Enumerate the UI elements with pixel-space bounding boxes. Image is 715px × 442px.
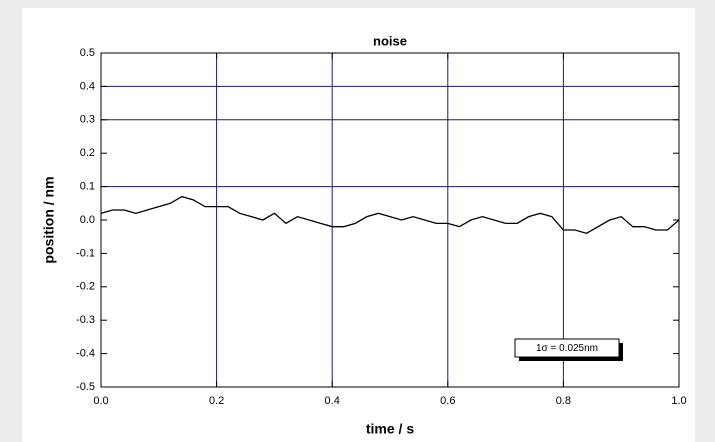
chart-title: noise xyxy=(373,33,407,48)
x-tick-label: 0.2 xyxy=(209,395,224,407)
y-tick-label: 0.3 xyxy=(80,114,95,126)
x-tick-label: 0.0 xyxy=(93,395,108,407)
y-tick-label: -0.2 xyxy=(76,281,95,293)
y-axis-label: position / nm xyxy=(41,176,57,263)
annotation: 1σ = 0.025nm xyxy=(536,343,598,354)
y-tick-label: 0.0 xyxy=(80,214,95,226)
annotation-box xyxy=(514,338,620,358)
x-tick-label: 0.6 xyxy=(440,395,455,407)
x-tick-label: 1.0 xyxy=(671,395,686,407)
panel xyxy=(22,8,695,442)
data-line xyxy=(100,195,680,235)
y-tick-label: -0.1 xyxy=(76,247,95,259)
y-tick-label: -0.3 xyxy=(76,314,95,326)
y-tick-label: -0.4 xyxy=(76,348,95,360)
y-tick-label: 0.2 xyxy=(80,147,95,159)
y-tick-label: 0.4 xyxy=(80,80,95,92)
x-tick-label: 0.8 xyxy=(556,395,571,407)
x-axis-label: time / s xyxy=(366,421,414,437)
y-tick-label: 0.1 xyxy=(80,181,95,193)
x-tick-label: 0.4 xyxy=(325,395,340,407)
y-tick-label: -0.5 xyxy=(76,381,95,393)
y-tick-label: 0.5 xyxy=(80,47,95,59)
